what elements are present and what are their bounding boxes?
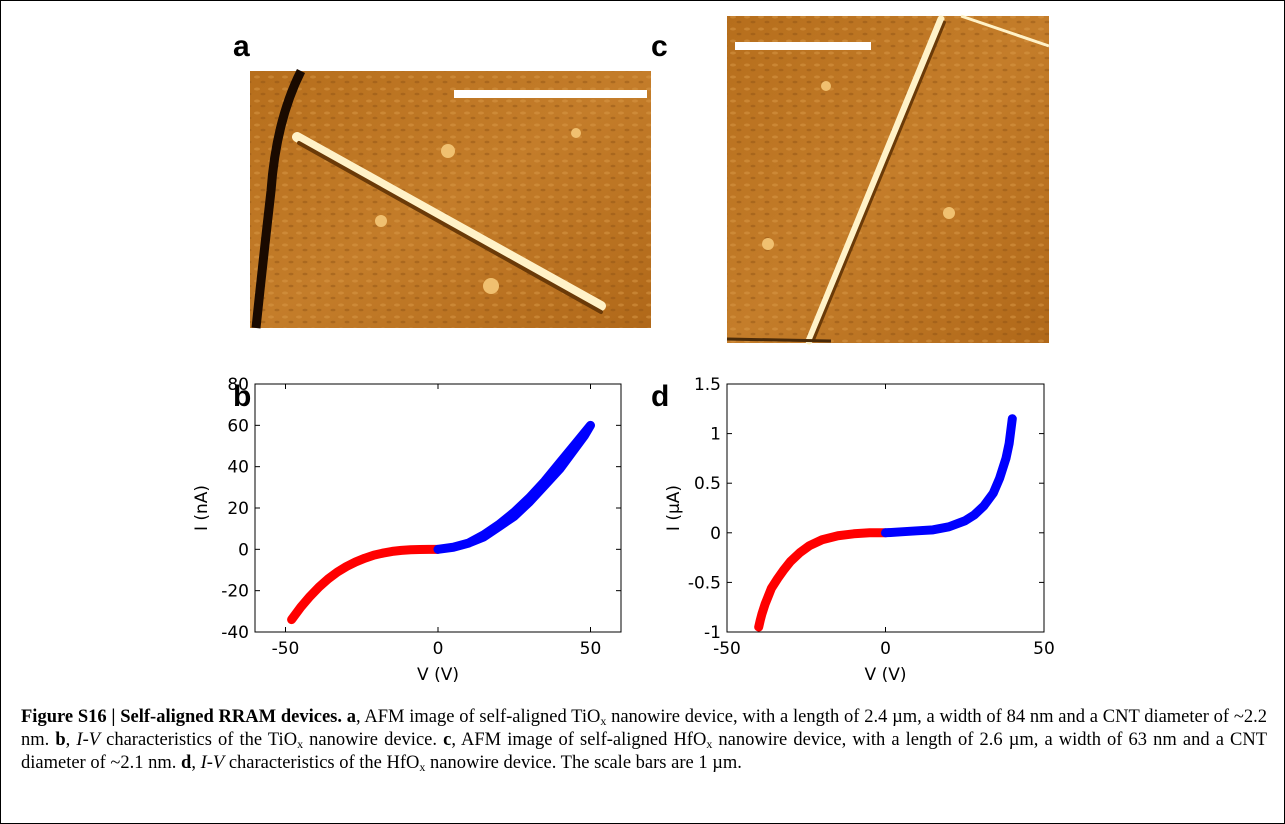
x-tick-label: 0 — [880, 639, 891, 659]
y-tick-label: -40 — [221, 623, 249, 643]
y-tick-label: 80 — [227, 375, 249, 395]
data-line — [287, 544, 443, 625]
caption-text: nanowire device, with a length of 2.4 µm… — [21, 707, 1267, 750]
y-tick-label: -1 — [704, 623, 721, 643]
y-tick-label: 1.5 — [694, 375, 721, 395]
y-tick-label: -20 — [221, 582, 249, 602]
panel-label: b — [233, 380, 251, 413]
data-line — [754, 528, 890, 632]
x-axis-label: V (V) — [865, 665, 907, 685]
y-tick-label: 40 — [227, 458, 249, 478]
caption-text: x — [600, 714, 607, 728]
x-tick-label: -50 — [713, 639, 741, 659]
panel-label: d — [651, 380, 669, 413]
caption-text: nanowire device, with a length of 2.6 µm… — [21, 730, 1268, 773]
panel-label: c — [651, 30, 668, 63]
data-line — [881, 414, 1017, 538]
caption-text: characteristics of the TiO — [100, 730, 298, 750]
x-axis-label: V (V) — [417, 665, 459, 685]
caption-text: d — [181, 753, 192, 773]
y-tick-label: 1 — [710, 425, 721, 445]
caption-text: I-V — [76, 730, 101, 750]
caption-text: , — [65, 730, 77, 750]
caption-text: x — [706, 737, 713, 751]
figure: a b c d -40 -20 0 20 40 60 80 -50 0 50 V (V) I (nA)… — [192, 14, 1055, 685]
caption-text: nanowire device. The scale bars are 1 µm… — [425, 753, 742, 773]
caption-text: x — [297, 737, 304, 751]
y-tick-label: 0 — [238, 540, 249, 560]
x-tick-label: 0 — [433, 639, 444, 659]
caption-text: Figure S16 | Self-aligned RRAM devices. … — [21, 707, 357, 727]
caption: Figure S16 | Self-aligned RRAM devices. … — [21, 706, 1267, 775]
caption-text: , AFM image of self-aligned TiO — [356, 707, 601, 727]
caption-text: x — [419, 760, 426, 774]
x-tick-label: 50 — [580, 639, 602, 659]
caption-text: nanowire device. — [303, 730, 444, 750]
y-tick-label: -0.5 — [688, 573, 721, 593]
plot-frame — [726, 383, 1045, 633]
panel-label: a — [233, 30, 250, 63]
caption-text: , AFM image of self-aligned HfO — [451, 730, 707, 750]
x-tick-label: -50 — [272, 639, 300, 659]
data-line — [433, 420, 595, 554]
afm-image-a — [250, 68, 651, 329]
y-axis-label: I (µA) — [664, 485, 684, 531]
y-tick-label: 0.5 — [694, 474, 721, 494]
afm-image-c — [726, 14, 1050, 345]
caption-text: b — [55, 730, 66, 750]
y-tick-label: 0 — [710, 524, 721, 544]
caption-text: characteristics of the HfO — [224, 753, 420, 773]
y-tick-label: 20 — [227, 499, 249, 519]
caption-text: c — [443, 730, 452, 750]
x-tick-label: 50 — [1033, 639, 1055, 659]
caption-text: , — [191, 753, 201, 773]
caption-text: I-V — [200, 753, 225, 773]
y-tick-label: 60 — [227, 416, 249, 436]
y-axis-label: I (nA) — [192, 485, 212, 531]
